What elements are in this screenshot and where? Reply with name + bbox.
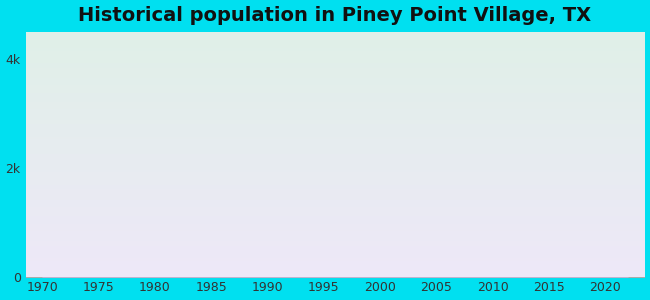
Point [318, 97, 329, 102]
Point [622, 106, 632, 110]
Text: City-Data.com: City-Data.com [541, 51, 626, 64]
Point [375, 94, 385, 99]
Title: Historical population in Piney Point Village, TX: Historical population in Piney Point Vil… [79, 6, 592, 25]
Point [431, 86, 441, 91]
Point [206, 108, 216, 113]
Point [543, 97, 554, 102]
Point [150, 114, 160, 118]
Point [488, 108, 498, 113]
Point [263, 103, 273, 107]
Point [94, 123, 104, 128]
Point [37, 132, 47, 137]
